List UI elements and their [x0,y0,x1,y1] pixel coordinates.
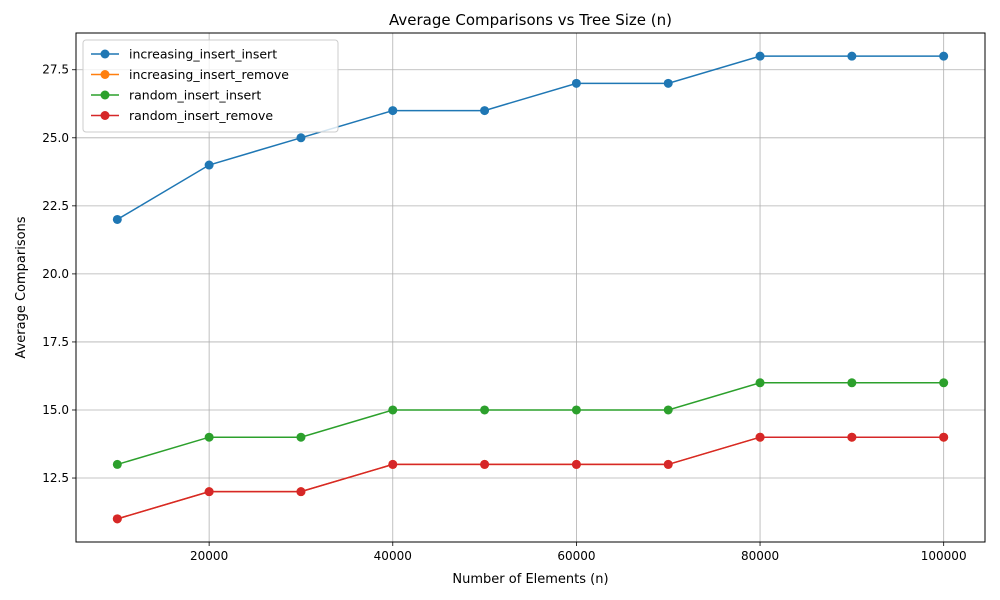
legend-box [82,39,339,133]
plot-frame [75,32,986,543]
data-point [939,378,949,388]
series-random_insert_remove [112,432,949,524]
y-tick-label: 20.0 [42,267,69,281]
data-point [663,405,673,415]
data-point [204,487,214,497]
data-point [388,459,398,469]
series-increasing_insert_insert [112,51,949,224]
x-tick-label: 60000 [557,549,595,563]
legend-item: increasing_insert_insert [91,47,277,62]
legend-label: increasing_insert_insert [129,47,277,62]
y-tick-label: 15.0 [42,403,69,417]
y-tick-label: 25.0 [42,131,69,145]
data-point [296,432,306,442]
chart-title: Average Comparisons vs Tree Size (n) [389,11,672,29]
ticks: 20000 40000 60000 80000 100000 12.5 15.0 17.5 20… [42,63,966,563]
legend-label: random_insert_remove [129,108,273,123]
data-point [847,378,857,388]
data-point [112,459,122,469]
data-point [571,459,581,469]
data-point [571,405,581,415]
data-point [296,487,306,497]
data-point [480,459,490,469]
legend-item: increasing_insert_remove [91,67,289,82]
x-tick-label: 100000 [921,549,967,563]
legend-label: increasing_insert_remove [129,67,289,82]
data-point [112,514,122,524]
data-point [388,106,398,116]
series-random_insert_insert [112,378,949,469]
x-tick-label: 20000 [190,549,228,563]
data-point [939,432,949,442]
legend-swatch-marker [100,90,110,100]
legend-item: random_insert_insert [91,88,261,103]
legend-label: random_insert_insert [129,88,261,103]
legend-swatch-marker [100,49,110,59]
legend: increasing_insert_insert increasing_inser… [82,39,339,133]
x-axis-label: Number of Elements (n) [452,572,608,587]
series-layer [112,51,949,524]
data-point [755,51,765,61]
y-axis-label: Average Comparisons [14,216,29,358]
y-tick-label: 27.5 [42,63,69,77]
legend-swatch-marker [100,111,110,120]
data-point [571,78,581,88]
data-point [847,51,857,61]
y-tick-label: 12.5 [42,471,69,485]
data-point [663,78,673,88]
data-point [847,432,857,442]
legend-swatch-marker [100,70,110,79]
data-point [296,133,306,143]
x-tick-label: 80000 [741,549,779,563]
series-line [116,55,944,221]
data-point [388,405,398,415]
data-point [480,106,490,116]
data-point [755,378,765,388]
data-point [755,432,765,442]
x-tick-label: 40000 [374,549,412,563]
y-tick-label: 17.5 [42,335,69,349]
data-point [663,459,673,469]
data-point [480,405,490,415]
legend-item: random_insert_remove [91,108,273,123]
data-point [204,160,214,170]
data-point [112,214,122,224]
data-point [939,51,949,61]
data-point [204,432,214,442]
y-tick-label: 22.5 [42,199,69,213]
series-line [117,436,944,520]
series-line [117,382,944,466]
